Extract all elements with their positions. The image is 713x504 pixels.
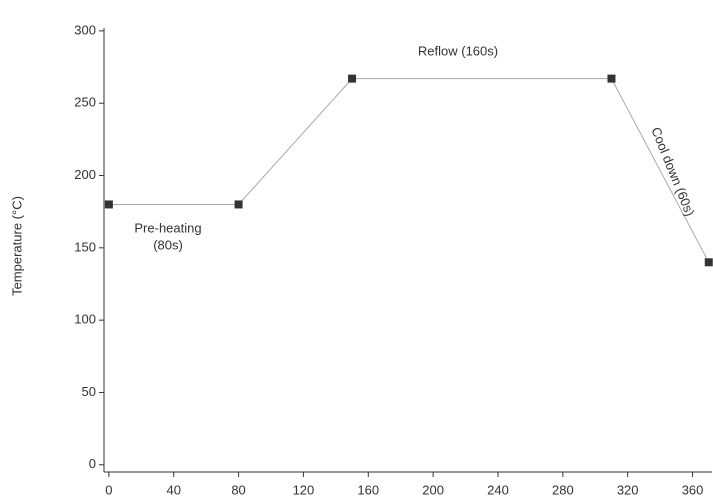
x-tick-label: 200 (422, 482, 444, 497)
data-point (348, 75, 356, 83)
y-tick-label: 200 (74, 167, 96, 182)
x-tick-label: 360 (682, 482, 704, 497)
annotation: Cool down (60s) (648, 125, 697, 218)
annotation: (80s) (153, 237, 183, 252)
annotation: Reflow (160s) (418, 43, 498, 58)
x-tick-label: 280 (552, 482, 574, 497)
y-tick-label: 300 (74, 22, 96, 37)
data-point (607, 75, 615, 83)
x-tick-label: 0 (105, 482, 112, 497)
data-point (235, 200, 243, 208)
y-tick-label: 50 (82, 384, 96, 399)
x-tick-label: 40 (166, 482, 180, 497)
annotation: Pre-heating (134, 220, 201, 235)
x-tick-label: 320 (617, 482, 639, 497)
x-tick-label: 240 (487, 482, 509, 497)
y-axis-label: Temperature (°C) (9, 196, 24, 296)
data-point (105, 200, 113, 208)
x-tick-label: 120 (293, 482, 315, 497)
y-tick-label: 150 (74, 239, 96, 254)
data-point (705, 258, 713, 266)
y-tick-label: 0 (89, 456, 96, 471)
x-tick-label: 80 (231, 482, 245, 497)
chart: Temperature (°C) 0 50 100 150 200 250 300 0 40 80… (0, 0, 713, 504)
y-tick-label: 100 (74, 312, 96, 327)
y-tick-label: 250 (74, 95, 96, 110)
x-tick-label: 160 (357, 482, 379, 497)
